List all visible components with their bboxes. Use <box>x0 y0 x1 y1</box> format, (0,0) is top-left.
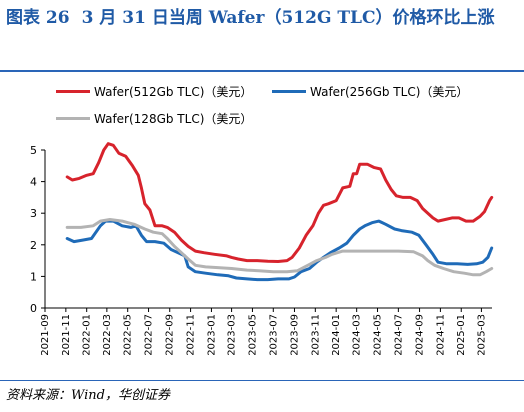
legend-label-128gb: Wafer(128Gb TLC)（美元） <box>94 112 253 126</box>
x-tick-label: 2024-11 <box>435 314 446 356</box>
x-tick-label: 2023-05 <box>247 314 258 356</box>
x-tick-label: 2025-01 <box>456 314 467 356</box>
x-tick-label: 2022-09 <box>165 314 176 356</box>
y-tick-label: 2 <box>30 239 37 252</box>
x-tick-label: 2021-11 <box>61 314 72 356</box>
y-tick-label: 0 <box>30 302 37 315</box>
x-tick-label: 2023-11 <box>310 314 321 356</box>
x-tick-label: 2024-03 <box>352 314 363 356</box>
x-tick-label: 2023-07 <box>268 314 279 356</box>
x-tick-label: 2024-07 <box>393 314 404 356</box>
y-tick-label: 1 <box>30 270 37 283</box>
y-tick-label: 5 <box>30 144 37 157</box>
x-tick-label: 2022-05 <box>123 314 134 356</box>
x-tick-label: 2023-01 <box>206 314 217 356</box>
x-tick-label: 2021-09 <box>40 314 51 356</box>
x-tick-label: 2022-01 <box>82 314 93 356</box>
legend-label-256gb: Wafer(256Gb TLC)（美元） <box>310 85 469 99</box>
series-line-2 <box>65 218 494 277</box>
series-line-0 <box>65 142 494 263</box>
source-rule <box>0 380 524 381</box>
x-tick-label: 2025-03 <box>476 314 487 356</box>
title-rule <box>0 70 524 72</box>
y-tick-label: 4 <box>30 176 37 189</box>
x-tick-label: 2024-05 <box>373 314 384 356</box>
x-tick-label: 2023-09 <box>289 314 300 356</box>
x-tick-label: 2022-11 <box>186 314 197 356</box>
legend-item-512gb: Wafer(512Gb TLC)（美元） <box>56 83 252 99</box>
series-line-1 <box>65 219 494 282</box>
legend-swatch-512gb <box>56 90 90 93</box>
x-tick-label: 2024-01 <box>331 314 342 356</box>
line-chart: 0 1 2 3 4 5 2021-09 2021-11 2022-01 2022-03 2022-0… <box>30 142 494 356</box>
figure-title: 图表 26 3 月 31 日当周 Wafer（512G TLC）价格环比上涨 <box>6 4 518 33</box>
x-tick-label: 2024-09 <box>415 314 426 356</box>
legend-swatch-128gb <box>56 117 90 120</box>
source-note: 资料来源：Wind，华创证券 <box>6 388 170 403</box>
legend-item-256gb: Wafer(256Gb TLC)（美元） <box>272 83 468 99</box>
figure-label: 图表 26 <box>6 8 70 28</box>
legend-item-128gb: Wafer(128Gb TLC)（美元） <box>56 110 252 126</box>
x-tick-label: 2022-03 <box>102 314 113 356</box>
legend-label-512gb: Wafer(512Gb TLC)（美元） <box>94 85 253 99</box>
x-tick-label: 2023-03 <box>227 314 238 356</box>
figure-title-text: 3 月 31 日当周 Wafer（512G TLC）价格环比上涨 <box>81 8 495 28</box>
x-tick-label: 2022-07 <box>144 314 155 356</box>
y-tick-label: 3 <box>30 207 37 220</box>
legend-swatch-256gb <box>272 90 306 93</box>
